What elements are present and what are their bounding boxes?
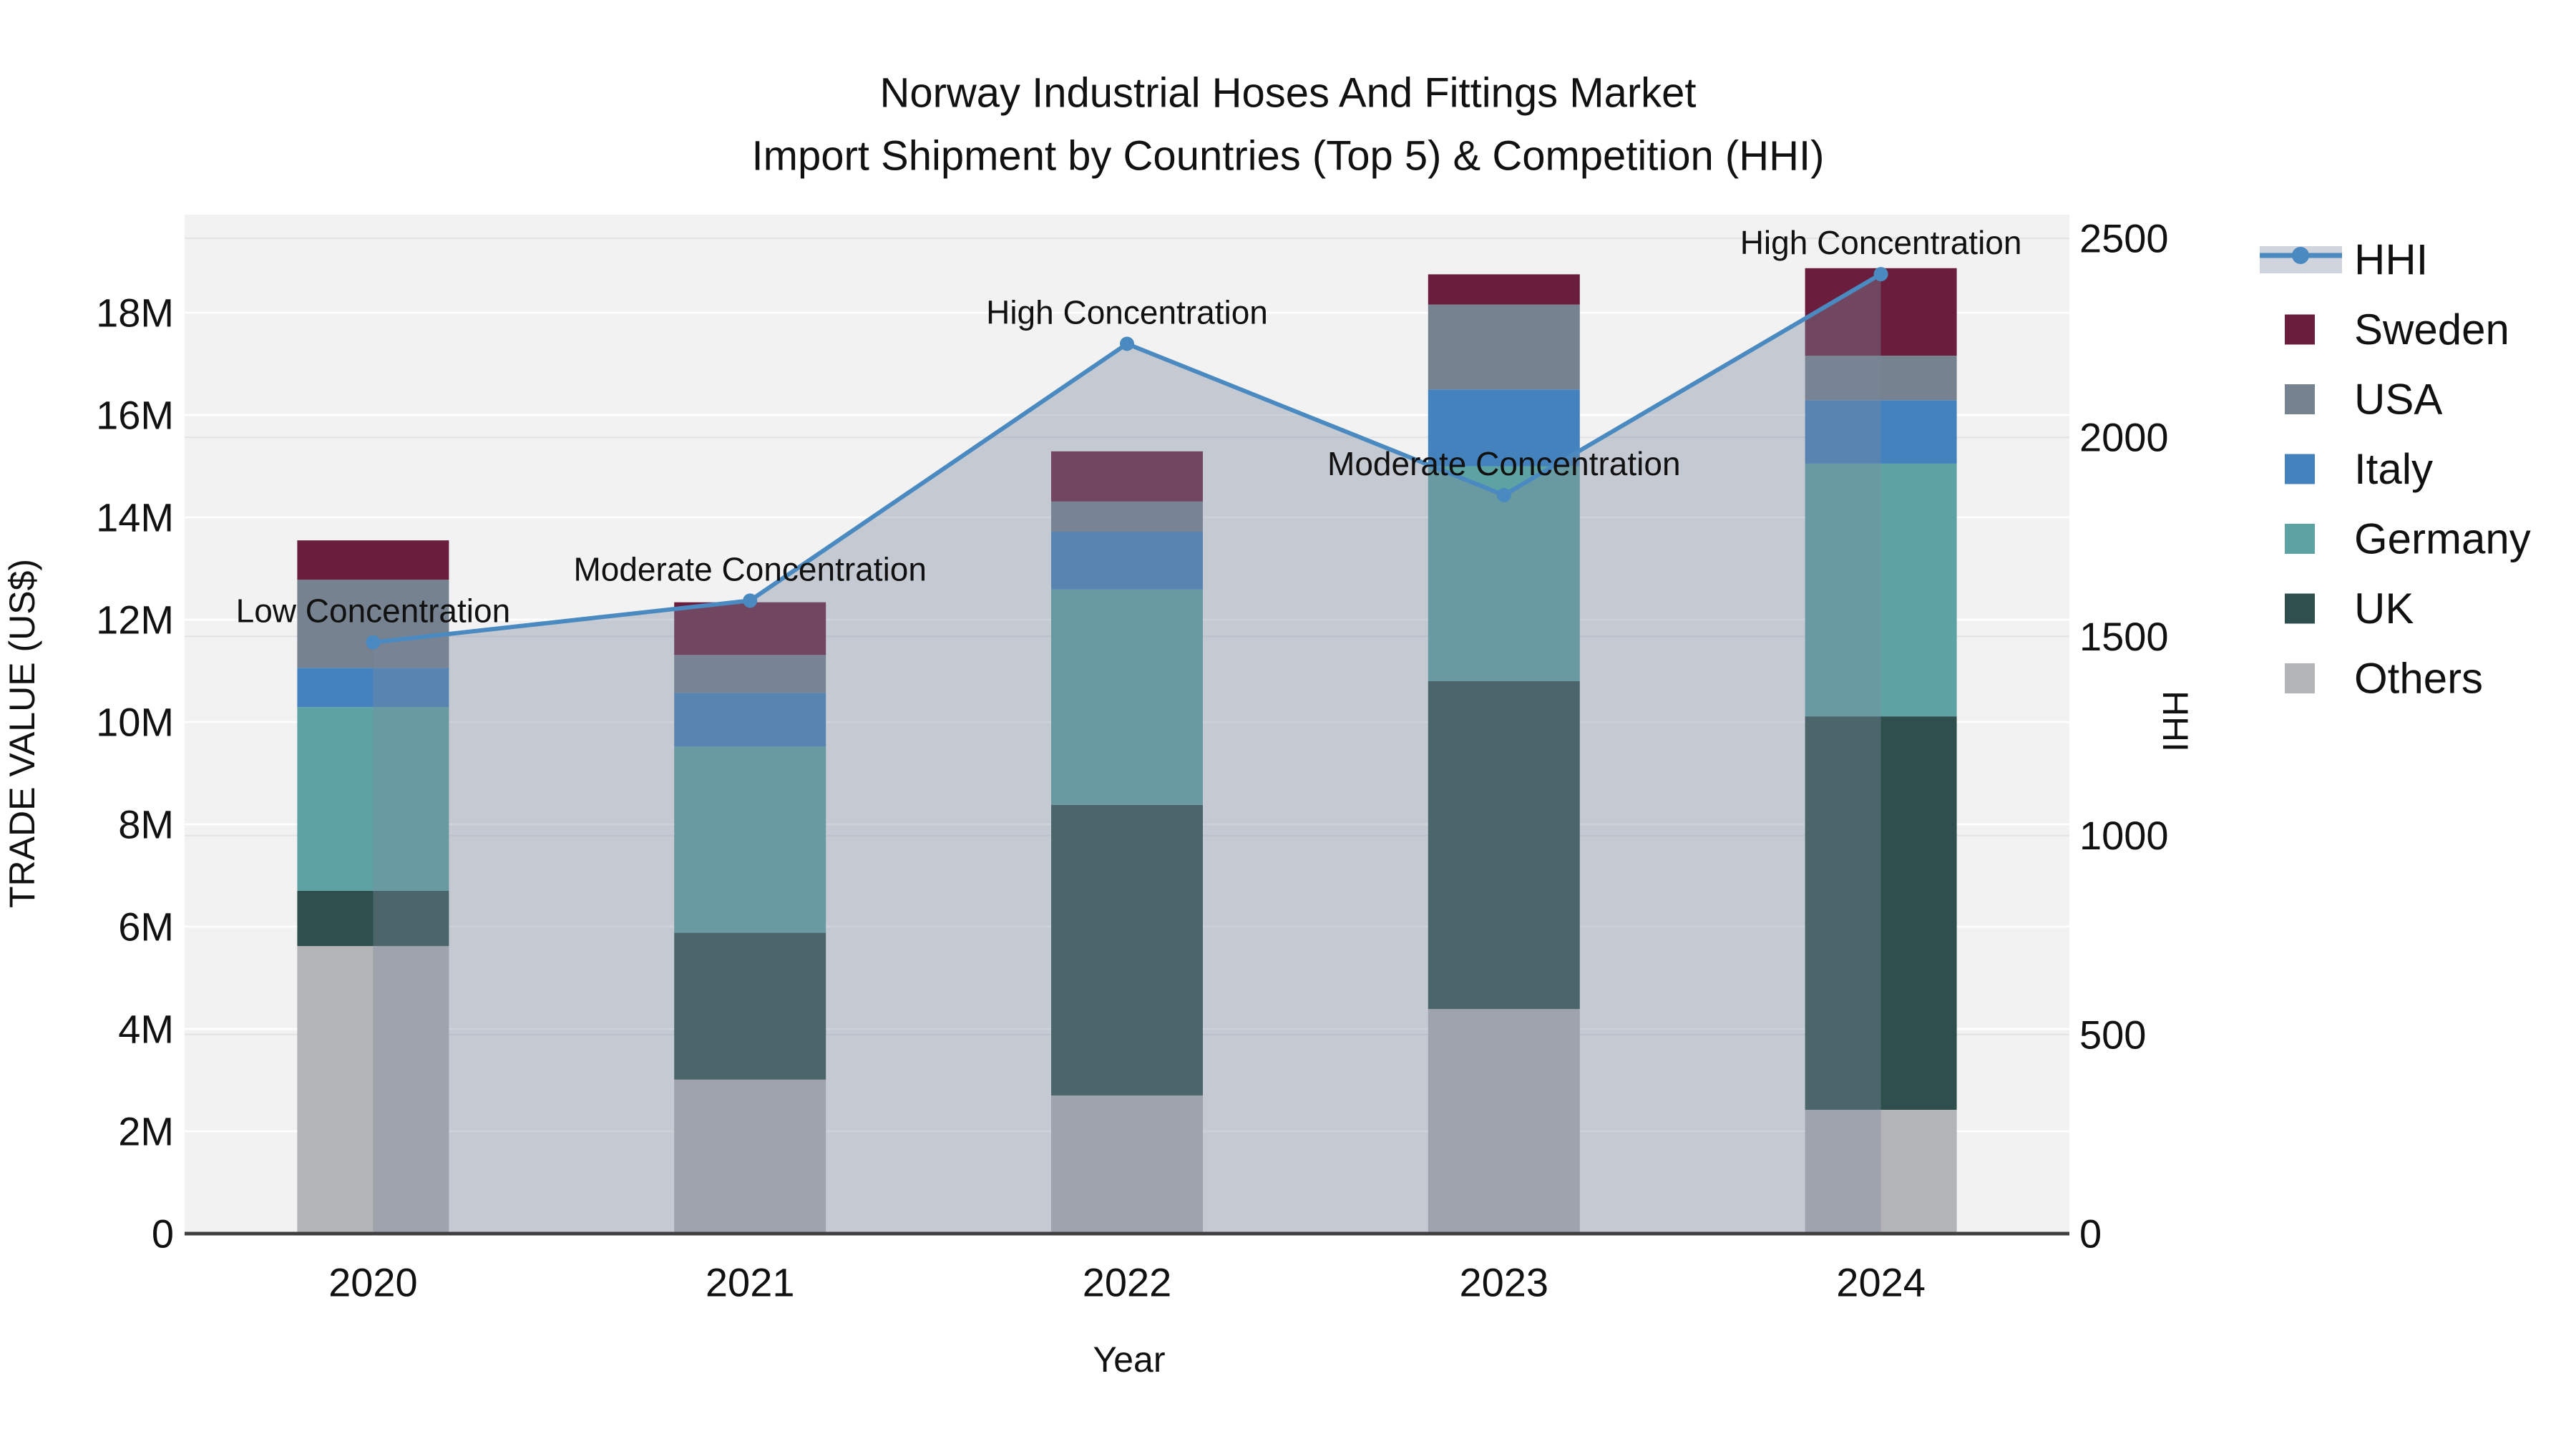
hhi-point-2024[interactable] xyxy=(1873,267,1888,282)
hhi-point-2021[interactable] xyxy=(743,593,758,608)
x-tick-label-2021: 2021 xyxy=(706,1260,795,1305)
left-axis-title: TRADE VALUE (US$) xyxy=(2,559,42,908)
right-axis-title: HHI xyxy=(2155,691,2195,752)
left-tick-label-6M: 6M xyxy=(118,904,174,950)
bar-segment-uk-2023[interactable] xyxy=(1428,680,1580,1010)
x-tick-label-2023: 2023 xyxy=(1460,1260,1549,1305)
legend-label-sweden: Sweden xyxy=(2354,306,2509,353)
left-tick-label-4M: 4M xyxy=(118,1007,174,1052)
hhi-area-fill xyxy=(373,274,1881,1234)
right-tick-label-500: 500 xyxy=(2079,1012,2146,1057)
bar-segment-sweden-2023[interactable] xyxy=(1428,274,1580,305)
legend-swatch-uk xyxy=(2285,593,2315,624)
bar-segment-uk-2020[interactable] xyxy=(297,890,449,947)
legend-item-sweden[interactable]: Sweden xyxy=(2285,306,2509,353)
legend-label-uk: UK xyxy=(2354,585,2414,633)
left-tick-label-18M: 18M xyxy=(96,291,174,336)
left-tick-label-10M: 10M xyxy=(96,700,174,745)
bar-segment-sweden-2020[interactable] xyxy=(297,540,449,580)
bar-segment-usa-2021[interactable] xyxy=(674,655,826,693)
bar-segment-italy-2023[interactable] xyxy=(1428,389,1580,467)
bar-segment-usa-2024[interactable] xyxy=(1805,356,1957,401)
bar-segment-germany-2022[interactable] xyxy=(1051,589,1203,805)
annotation-2022: High Concentration xyxy=(986,293,1268,331)
bar-segment-uk-2024[interactable] xyxy=(1805,716,1957,1110)
bar-segment-uk-2022[interactable] xyxy=(1051,804,1203,1096)
bar-segment-italy-2020[interactable] xyxy=(297,668,449,708)
bar-segment-sweden-2022[interactable] xyxy=(1051,451,1203,502)
legend-item-uk[interactable]: UK xyxy=(2285,585,2414,633)
chart-title-line1: Norway Industrial Hoses And Fittings Mar… xyxy=(879,70,1696,117)
bar-segment-usa-2022[interactable] xyxy=(1051,501,1203,532)
x-axis-title: Year xyxy=(1093,1340,1165,1380)
legend-item-usa[interactable]: USA xyxy=(2285,376,2442,424)
bar-segment-others-2023[interactable] xyxy=(1428,1009,1580,1234)
legend-label-hhi: HHI xyxy=(2354,236,2428,284)
chart-title-line2: Import Shipment by Countries (Top 5) & C… xyxy=(752,133,1825,180)
x-tick-label-2020: 2020 xyxy=(328,1260,418,1305)
bar-segment-sweden-2021[interactable] xyxy=(674,602,826,655)
bar-segment-others-2022[interactable] xyxy=(1051,1095,1203,1234)
legend: HHI Sweden USA Italy Germany UK Others xyxy=(2260,236,2531,703)
annotation-2021: Moderate Concentration xyxy=(573,550,927,587)
legend-label-germany: Germany xyxy=(2354,515,2531,563)
bar-segment-sweden-2024[interactable] xyxy=(1805,268,1957,356)
left-tick-label-8M: 8M xyxy=(118,802,174,847)
hhi-point-2022[interactable] xyxy=(1120,336,1134,351)
right-tick-label-2000: 2000 xyxy=(2079,415,2169,460)
plot-area: Low Concentration Moderate Concentration H… xyxy=(96,215,2169,1305)
bar-segment-italy-2022[interactable] xyxy=(1051,532,1203,590)
hhi-point-2023[interactable] xyxy=(1496,487,1511,502)
left-tick-label-14M: 14M xyxy=(96,495,174,540)
legend-item-hhi[interactable]: HHI xyxy=(2260,236,2428,284)
legend-item-germany[interactable]: Germany xyxy=(2285,515,2531,563)
bar-segment-usa-2023[interactable] xyxy=(1428,304,1580,390)
bar-segment-germany-2020[interactable] xyxy=(297,707,449,891)
bar-segment-others-2020[interactable] xyxy=(297,946,449,1234)
left-tick-label-16M: 16M xyxy=(96,393,174,438)
right-tick-label-0: 0 xyxy=(2079,1211,2102,1257)
bar-segment-usa-2020[interactable] xyxy=(297,580,449,668)
bar-segment-others-2024[interactable] xyxy=(1805,1109,1957,1234)
legend-label-others: Others xyxy=(2354,655,2483,703)
bar-segment-italy-2021[interactable] xyxy=(674,693,826,747)
annotation-2020: Low Concentration xyxy=(236,592,511,630)
right-tick-label-2500: 2500 xyxy=(2079,216,2169,261)
legend-item-others[interactable]: Others xyxy=(2285,655,2483,703)
x-tick-label-2024: 2024 xyxy=(1836,1260,1926,1305)
annotation-2023: Moderate Concentration xyxy=(1327,445,1681,482)
legend-swatch-germany xyxy=(2285,524,2315,554)
annotation-2024: High Concentration xyxy=(1740,224,2022,261)
legend-hhi-marker-icon xyxy=(2292,247,2309,264)
legend-swatch-others xyxy=(2285,663,2315,693)
right-tick-label-1500: 1500 xyxy=(2079,614,2169,659)
bar-segment-others-2021[interactable] xyxy=(674,1079,826,1234)
legend-label-usa: USA xyxy=(2354,376,2442,424)
legend-swatch-usa xyxy=(2285,384,2315,414)
legend-swatch-italy xyxy=(2285,454,2315,484)
left-tick-label-2M: 2M xyxy=(118,1109,174,1154)
left-tick-label-0: 0 xyxy=(152,1211,174,1257)
left-tick-label-12M: 12M xyxy=(96,597,174,643)
bar-segment-germany-2024[interactable] xyxy=(1805,463,1957,717)
bar-segment-germany-2021[interactable] xyxy=(674,746,826,933)
right-tick-label-1000: 1000 xyxy=(2079,813,2169,858)
legend-item-italy[interactable]: Italy xyxy=(2285,445,2433,493)
bar-segment-uk-2021[interactable] xyxy=(674,932,826,1080)
bar-segment-italy-2024[interactable] xyxy=(1805,400,1957,464)
hhi-point-2020[interactable] xyxy=(366,635,381,650)
legend-label-italy: Italy xyxy=(2354,445,2433,493)
x-tick-label-2022: 2022 xyxy=(1083,1260,1172,1305)
legend-swatch-sweden xyxy=(2285,314,2315,345)
